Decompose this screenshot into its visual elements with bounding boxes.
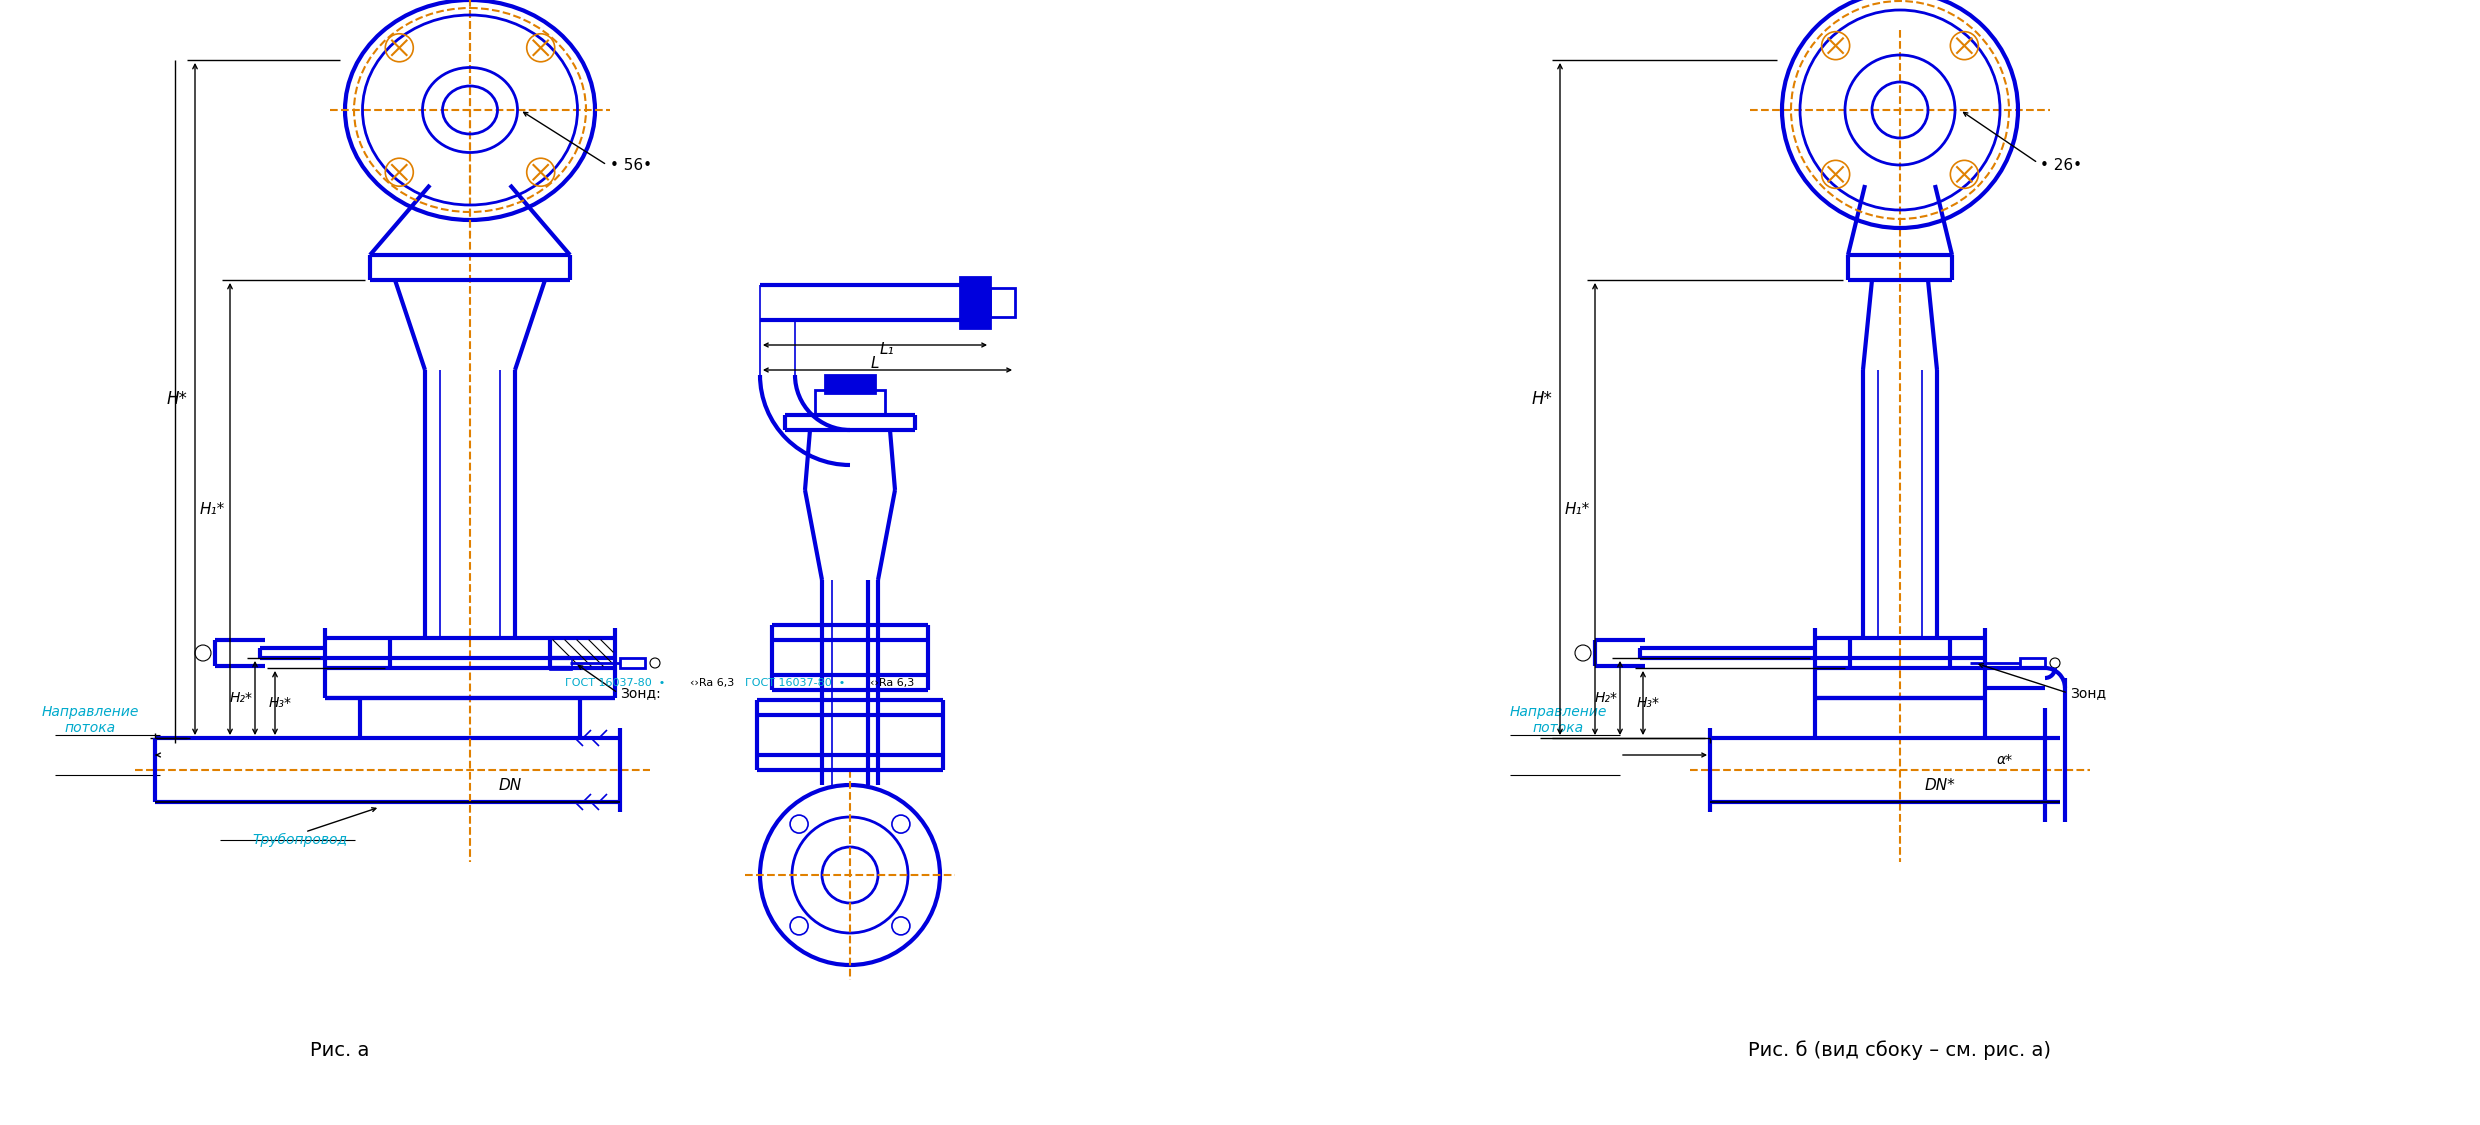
Text: Направление
потока: Направление потока [42, 705, 139, 735]
Text: α*: α* [1996, 753, 2014, 767]
Text: DN*: DN* [1924, 777, 1954, 792]
Bar [960, 277, 990, 328]
Text: H₃*: H₃* [1637, 696, 1659, 710]
Text: H*: H* [166, 390, 188, 408]
Text: H*: H* [1533, 390, 1552, 408]
Text: H₁*: H₁* [198, 502, 226, 516]
Text: H₂*: H₂* [231, 691, 253, 705]
Text: ГОСТ 16037-80  •: ГОСТ 16037-80 • [744, 678, 846, 688]
Text: Зонд:: Зонд: [620, 686, 660, 700]
Text: H₁*: H₁* [1565, 502, 1590, 516]
Bar [551, 658, 573, 670]
Bar [816, 390, 885, 415]
Text: Трубопровод: Трубопровод [253, 832, 347, 847]
Text: L: L [870, 356, 880, 370]
Text: L₁: L₁ [880, 342, 895, 358]
Text: H₃*: H₃* [268, 696, 293, 710]
Bar [826, 375, 875, 393]
Text: Рис. б (вид сбоку – см. рис. а): Рис. б (вид сбоку – см. рис. а) [1748, 1041, 2051, 1060]
Text: H₂*: H₂* [1595, 691, 1617, 705]
Bar [620, 658, 645, 668]
Text: Зонд: Зонд [2071, 686, 2106, 700]
Text: ГОСТ 16037-80  •: ГОСТ 16037-80 • [565, 678, 665, 688]
Text: DN: DN [498, 777, 521, 792]
Bar [990, 288, 1014, 317]
Text: Направление
потока: Направление потока [1510, 705, 1607, 735]
Text: Рис. а: Рис. а [310, 1041, 370, 1060]
Text: ‹›Ra 6,3: ‹›Ra 6,3 [870, 678, 915, 688]
Bar [2021, 658, 2046, 668]
Text: • 26•: • 26• [2041, 158, 2083, 172]
Text: ‹›Ra 6,3: ‹›Ra 6,3 [689, 678, 734, 688]
Text: • 56•: • 56• [610, 158, 652, 172]
